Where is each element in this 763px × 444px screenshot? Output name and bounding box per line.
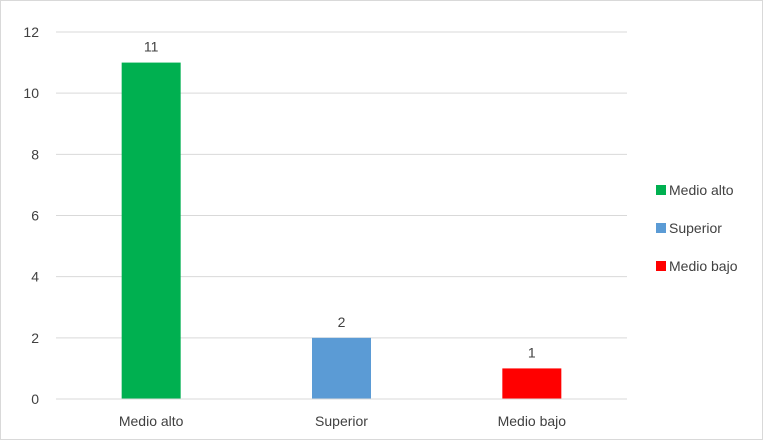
legend-item: Medio alto	[656, 182, 734, 198]
bars	[121, 62, 562, 399]
y-tick-label: 0	[31, 391, 39, 407]
x-tick-label: Medio bajo	[498, 413, 567, 429]
y-tick-label: 10	[23, 85, 39, 101]
bar	[312, 337, 371, 399]
bar	[502, 368, 562, 399]
legend: Medio alto Superior Medio bajo	[656, 182, 738, 274]
y-tick-label: 12	[23, 24, 39, 40]
legend-label: Superior	[669, 220, 722, 236]
bar	[121, 62, 181, 399]
y-tick-label: 4	[31, 269, 39, 285]
y-tick-label: 8	[31, 146, 39, 162]
data-label: 1	[528, 344, 536, 360]
y-tick-label: 6	[31, 208, 39, 224]
legend-label: Medio alto	[669, 182, 734, 198]
y-tick-label: 2	[31, 330, 39, 346]
y-axis-ticks: 0 2 4 6 8 10 12	[23, 24, 39, 407]
legend-item: Medio bajo	[656, 258, 738, 274]
data-labels: 11 2 1	[144, 39, 536, 361]
legend-item: Superior	[656, 220, 722, 236]
data-label: 11	[144, 39, 159, 55]
x-axis-ticks: Medio alto Superior Medio bajo	[119, 413, 566, 429]
legend-swatch	[656, 261, 666, 271]
legend-swatch	[656, 185, 666, 195]
x-tick-label: Medio alto	[119, 413, 184, 429]
legend-label: Medio bajo	[669, 258, 738, 274]
data-label: 2	[338, 314, 346, 330]
x-tick-label: Superior	[315, 413, 368, 429]
legend-swatch	[656, 223, 666, 233]
